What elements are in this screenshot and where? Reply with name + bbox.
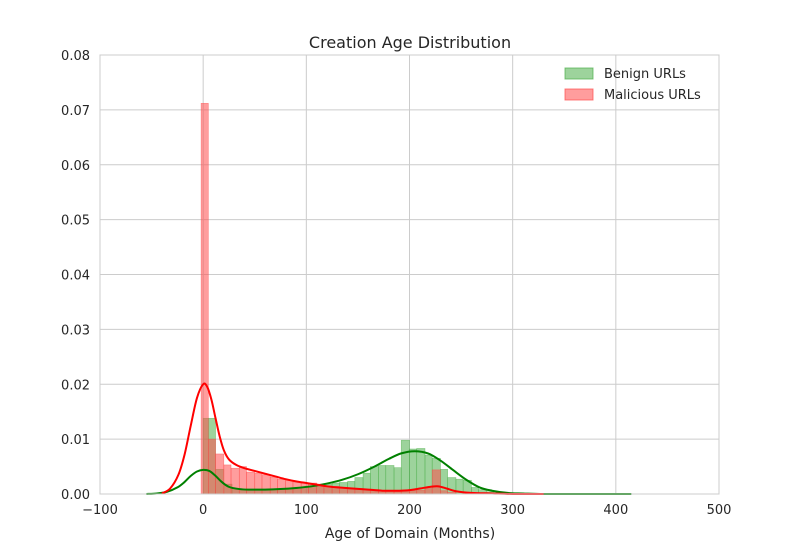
histogram-bar-malicious xyxy=(285,479,294,495)
x-axis-title: Age of Domain (Months) xyxy=(325,526,495,542)
histogram-bar-benign xyxy=(385,465,395,495)
histogram-bar-malicious xyxy=(424,488,433,495)
legend-swatch-malicious xyxy=(564,88,594,101)
x-tick-label: 100 xyxy=(294,503,319,518)
y-tick-label: 0.04 xyxy=(61,269,90,284)
x-tick-label: 400 xyxy=(603,503,628,518)
x-tick-label: 200 xyxy=(397,503,422,518)
legend-swatch-benign xyxy=(564,67,594,80)
y-tick-label: 0.00 xyxy=(61,488,90,503)
histogram-bar-malicious xyxy=(269,476,278,495)
histogram-bar-malicious xyxy=(254,472,263,495)
kde-lines xyxy=(146,382,632,495)
y-tick-label: 0.01 xyxy=(61,433,90,448)
x-tick-label: 0 xyxy=(199,503,207,518)
bars-malicious-urls xyxy=(200,102,457,495)
plot-frame xyxy=(99,54,720,495)
histogram-bar-malicious xyxy=(431,469,441,495)
histogram-bar-malicious xyxy=(230,467,240,495)
y-tick-label: 0.07 xyxy=(61,104,90,119)
histogram-bar-benign xyxy=(409,448,418,495)
histogram-bar-malicious xyxy=(208,438,216,495)
y-tick-label: 0.08 xyxy=(61,49,90,64)
x-tick-label: 500 xyxy=(707,503,732,518)
histogram-bar-benign xyxy=(440,469,448,495)
y-tick-label: 0.06 xyxy=(61,159,90,174)
kde-line-benign xyxy=(146,450,632,495)
histogram-bar-benign xyxy=(400,439,410,495)
chart-title: Creation Age Distribution xyxy=(309,33,511,52)
histogram-bar-malicious xyxy=(416,489,426,495)
x-tick-label: 300 xyxy=(500,503,525,518)
y-tick-label: 0.05 xyxy=(61,214,90,229)
legend: Benign URLs Malicious URLs xyxy=(564,67,701,103)
x-tick-label: −100 xyxy=(82,503,118,518)
legend-label-malicious: Malicious URLs xyxy=(604,88,701,103)
y-tick-label: 0.02 xyxy=(61,378,90,393)
y-tick-label: 0.03 xyxy=(61,323,90,338)
histogram-bar-malicious xyxy=(261,474,271,495)
y-tick-labels: 0.00 0.01 0.02 0.03 0.04 0.05 0.06 0.07 0.08 xyxy=(61,49,90,503)
kde-line-malicious xyxy=(161,382,544,495)
histogram-bar-malicious xyxy=(246,471,256,495)
histogram-bar-malicious xyxy=(223,464,232,495)
histogram-bar-malicious xyxy=(200,102,209,495)
legend-label-benign: Benign URLs xyxy=(604,67,686,82)
histogram-bar-malicious xyxy=(215,453,225,495)
histogram-bar-malicious xyxy=(277,478,286,495)
histogram-bar-malicious xyxy=(300,482,309,495)
x-tick-labels: −100 0 100 200 300 400 500 xyxy=(82,503,731,518)
